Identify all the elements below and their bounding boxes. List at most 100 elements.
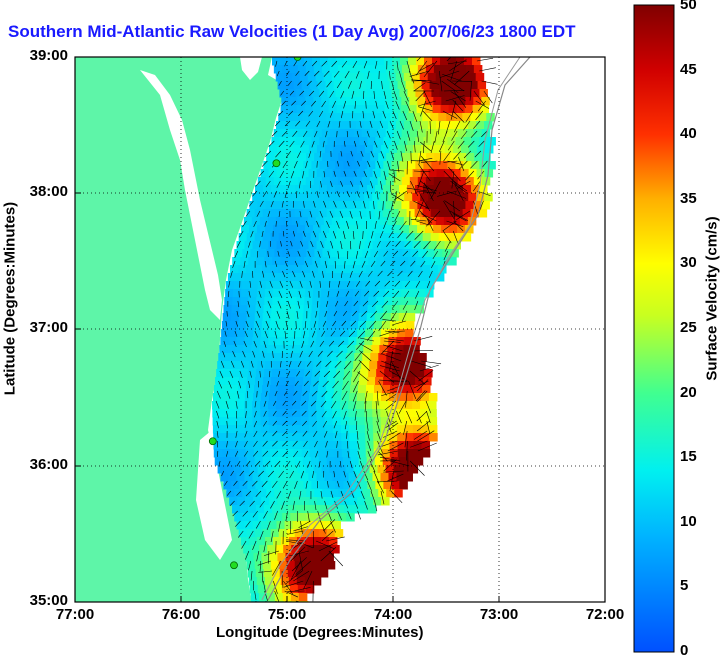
- velocity-cell: [403, 73, 413, 82]
- velocity-cell: [452, 145, 462, 154]
- velocity-cell: [253, 497, 262, 506]
- velocity-vector: [390, 150, 395, 161]
- velocity-cell: [400, 57, 409, 66]
- velocity-vector: [420, 213, 437, 222]
- velocity-cell: [385, 225, 394, 234]
- velocity-vector: [218, 380, 223, 389]
- velocity-vector: [299, 180, 301, 189]
- velocity-cell: [379, 217, 389, 226]
- velocity-cell: [327, 377, 336, 386]
- velocity-vector: [392, 320, 406, 326]
- velocity-cell: [329, 201, 338, 210]
- velocity-vector: [412, 110, 418, 122]
- velocity-cell: [317, 449, 327, 458]
- velocity-vector: [410, 440, 428, 448]
- velocity-cell: [275, 545, 284, 554]
- velocity-cell: [241, 289, 250, 298]
- velocity-cell: [467, 217, 477, 226]
- velocity-vector: [335, 430, 338, 439]
- velocity-cell: [295, 137, 304, 146]
- velocity-cell: [317, 329, 326, 338]
- velocity-cell: [290, 249, 299, 258]
- velocity-cell: [285, 433, 294, 442]
- velocity-vector: [305, 120, 311, 127]
- velocity-vector: [438, 70, 443, 92]
- velocity-cell: [448, 257, 457, 266]
- velocity-cell: [347, 345, 356, 354]
- velocity-vector: [402, 300, 409, 310]
- velocity-cell: [396, 145, 406, 154]
- velocity-vector: [374, 500, 378, 512]
- velocity-vector: [288, 360, 292, 368]
- velocity-cell: [329, 289, 338, 298]
- velocity-cell: [354, 353, 363, 362]
- velocity-vector: [429, 120, 431, 134]
- velocity-cell: [332, 393, 342, 402]
- velocity-vector: [360, 180, 364, 188]
- velocity-cell: [301, 553, 310, 562]
- velocity-vector: [308, 90, 315, 97]
- velocity-cell: [360, 297, 369, 306]
- velocity-cell: [255, 185, 264, 194]
- velocity-cell: [368, 369, 377, 378]
- velocity-vector: [408, 70, 415, 84]
- velocity-cell: [452, 193, 461, 202]
- velocity-vector: [326, 450, 329, 458]
- velocity-cell: [220, 417, 230, 426]
- velocity-vector: [279, 170, 285, 179]
- velocity-vector: [343, 140, 346, 147]
- velocity-cell: [410, 249, 419, 258]
- velocity-cell: [241, 361, 250, 370]
- velocity-vector: [259, 240, 261, 248]
- velocity-vector: [215, 400, 220, 409]
- velocity-cell: [302, 209, 312, 218]
- velocity-cell: [388, 337, 397, 346]
- velocity-cell: [379, 73, 389, 82]
- velocity-vector: [415, 280, 421, 288]
- velocity-cell: [374, 209, 384, 218]
- velocity-cell: [283, 73, 293, 82]
- velocity-cell: [463, 161, 472, 170]
- velocity-vector: [253, 340, 257, 348]
- velocity-cell: [396, 409, 405, 418]
- velocity-cell: [329, 361, 338, 370]
- velocity-cell: [425, 129, 435, 138]
- velocity-vector: [278, 520, 281, 532]
- velocity-cell: [327, 481, 336, 490]
- velocity-vector: [374, 140, 378, 148]
- velocity-vector: [295, 70, 300, 76]
- velocity-cell: [377, 361, 386, 370]
- velocity-cell: [212, 409, 221, 418]
- velocity-cell: [392, 105, 402, 114]
- velocity-vector: [290, 350, 293, 358]
- velocity-vector: [290, 240, 293, 247]
- velocity-cell: [294, 457, 304, 466]
- velocity-cell: [290, 513, 299, 522]
- velocity-cell: [463, 137, 472, 146]
- velocity-cell: [473, 65, 483, 74]
- velocity-cell: [278, 265, 287, 274]
- velocity-cell: [243, 217, 253, 226]
- velocity-cell: [293, 553, 302, 562]
- velocity-cell: [372, 393, 382, 402]
- velocity-cell: [338, 489, 347, 498]
- velocity-vector: [230, 270, 233, 278]
- velocity-cell: [258, 249, 267, 258]
- y-tick-label: 38:00: [29, 183, 68, 200]
- velocity-cell: [425, 97, 434, 106]
- velocity-vector: [347, 480, 351, 488]
- velocity-vector: [356, 340, 365, 350]
- velocity-vector: [284, 190, 288, 198]
- velocity-cell: [351, 161, 360, 170]
- velocity-cell: [365, 81, 375, 90]
- velocity-cell: [381, 329, 390, 338]
- velocity-vector: [291, 400, 297, 406]
- velocity-cell: [262, 313, 272, 322]
- velocity-cell: [315, 345, 324, 354]
- velocity-cell: [315, 273, 325, 282]
- velocity-vector: [354, 290, 360, 297]
- velocity-cell: [297, 281, 307, 290]
- velocity-vector: [307, 460, 311, 468]
- velocity-cell: [274, 353, 283, 362]
- velocity-vector: [258, 570, 273, 573]
